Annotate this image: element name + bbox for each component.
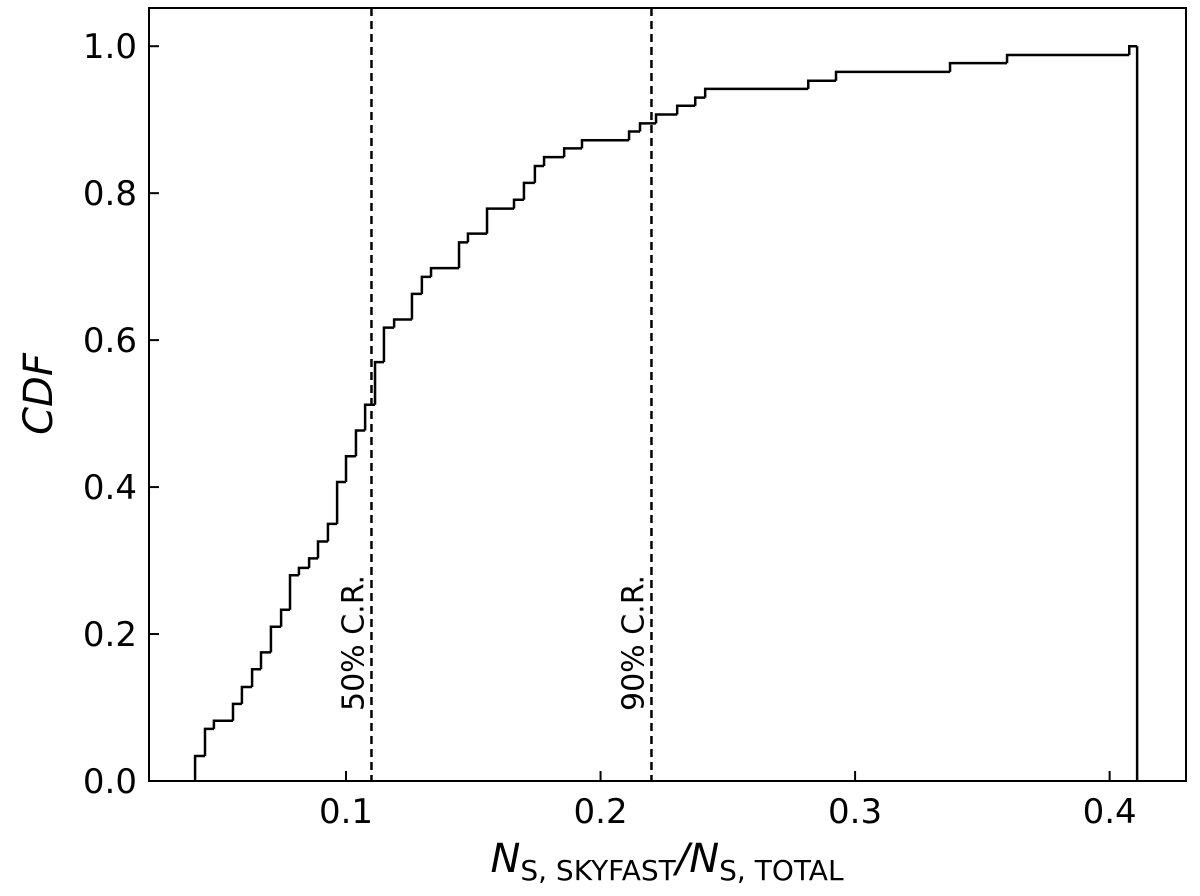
step — [344, 454, 356, 482]
step — [279, 608, 291, 627]
step — [1127, 44, 1138, 56]
step — [392, 318, 412, 328]
y-tick-label: 0.8 — [83, 174, 137, 214]
step — [193, 754, 205, 781]
step — [533, 164, 545, 183]
y-tick-label: 0.2 — [83, 615, 137, 655]
step — [316, 540, 328, 559]
step — [420, 275, 432, 294]
y-tick-label: 0.6 — [83, 321, 137, 361]
x-tick-label: 0.4 — [1083, 792, 1137, 832]
x-tick-label: 0.1 — [319, 792, 373, 832]
step — [512, 198, 524, 209]
step — [429, 266, 460, 277]
step — [307, 557, 319, 568]
step — [269, 625, 282, 653]
step — [240, 685, 253, 704]
step — [562, 147, 582, 158]
step — [212, 719, 233, 729]
step — [542, 155, 565, 166]
step — [288, 574, 299, 610]
step — [326, 522, 338, 542]
plot-frame — [148, 7, 1187, 782]
step — [638, 122, 657, 132]
x-label-part: S, TOTAL — [719, 854, 844, 887]
step — [627, 130, 641, 141]
step — [675, 104, 696, 115]
step — [834, 70, 951, 81]
step — [580, 139, 630, 149]
step — [203, 727, 214, 757]
step — [297, 566, 310, 576]
step — [231, 702, 242, 721]
y-tick-label: 1.0 — [83, 27, 137, 67]
step — [410, 292, 422, 320]
step — [354, 429, 366, 457]
step — [522, 181, 535, 200]
reference-label: 50% C.R. — [336, 575, 371, 711]
step — [250, 668, 261, 687]
step — [466, 232, 488, 243]
x-label-part: N — [490, 836, 520, 882]
x-label-part: /N — [673, 836, 719, 882]
step — [373, 360, 384, 405]
step — [807, 79, 837, 89]
x-tick-label: 0.2 — [574, 792, 628, 832]
step — [1005, 53, 1130, 64]
step — [654, 113, 678, 124]
step — [363, 403, 376, 431]
x-axis-label: NS, SKYFAST/NS, TOTAL — [490, 836, 844, 887]
x-tick-label: 0.3 — [828, 792, 882, 832]
step — [259, 651, 271, 670]
y-axis-label: CDF — [16, 352, 62, 435]
step — [948, 61, 1008, 72]
y-tick-label: 0.4 — [83, 468, 137, 508]
y-tick-label: 0.0 — [83, 762, 137, 802]
step — [457, 241, 468, 269]
step — [703, 87, 809, 98]
step — [382, 326, 395, 363]
reference-label: 90% C.R. — [616, 575, 651, 711]
x-label-part: S, SKYFAST — [520, 854, 676, 887]
step — [335, 480, 347, 524]
step — [693, 96, 706, 106]
step — [485, 207, 515, 234]
